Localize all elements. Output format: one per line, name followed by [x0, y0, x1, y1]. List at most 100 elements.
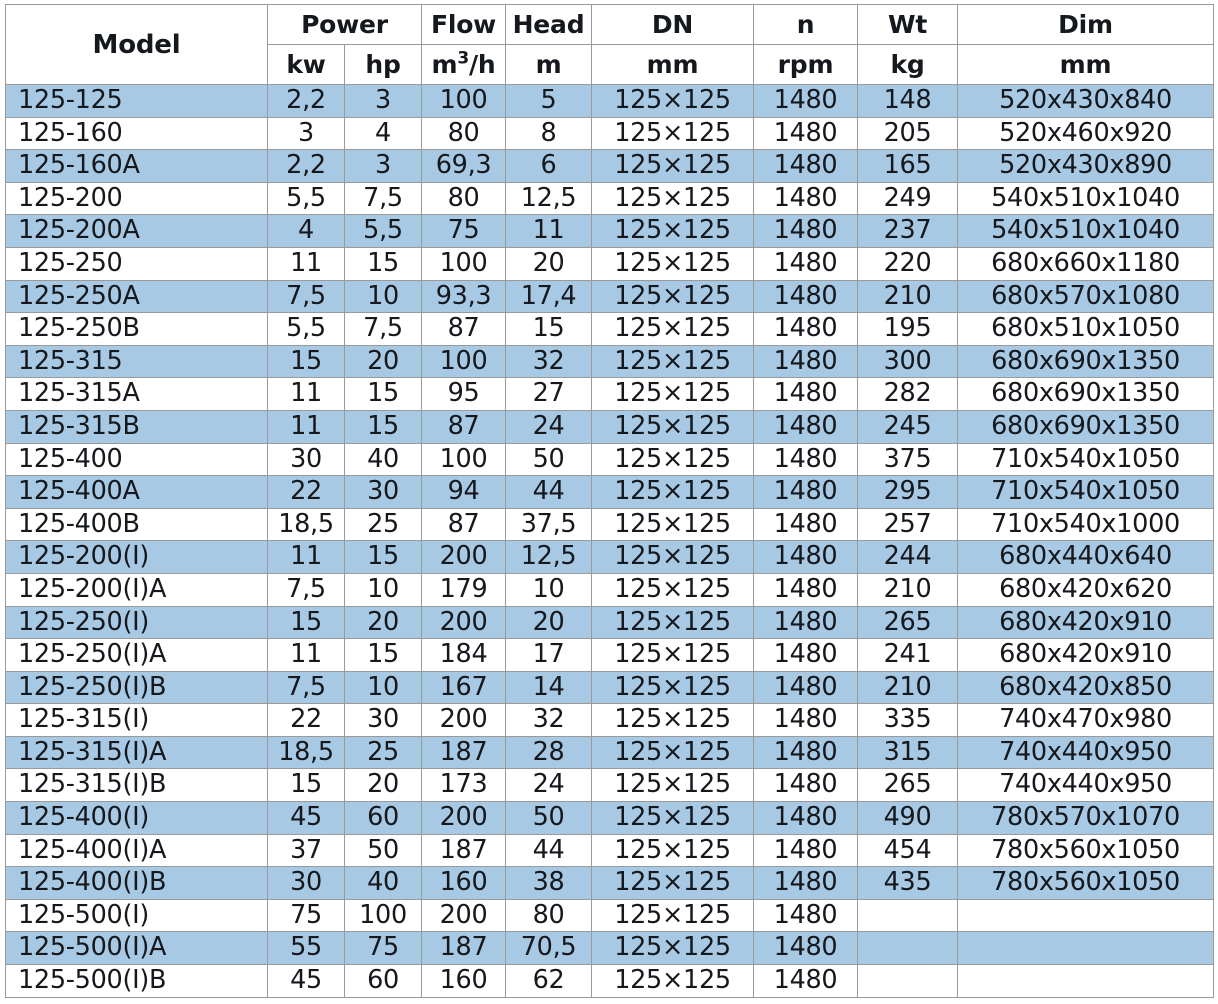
cell-flow: 179	[421, 572, 507, 607]
cell-flow: 160	[421, 866, 507, 900]
cell-dn: 125×125	[591, 833, 755, 868]
cell-head: 10	[505, 572, 593, 607]
cell-dn: 125×125	[591, 442, 755, 477]
unit-header-dim: mm	[957, 44, 1215, 85]
cell-flow: 187	[421, 931, 507, 966]
cell-head: 44	[505, 833, 593, 868]
column-header-dim: Dim	[957, 4, 1215, 45]
table-row: 125-400(I) 45 60 200 50 125×125 1480 490 780x570…	[5, 801, 1215, 835]
cell-head: 15	[505, 312, 593, 346]
cell-power-hp: 10	[343, 279, 423, 314]
cell-power-hp: 3	[343, 84, 423, 118]
cell-power-hp: 15	[343, 377, 423, 411]
cell-power-hp: 100	[343, 898, 423, 933]
cell-weight: 300	[857, 344, 959, 379]
cell-speed: 1480	[753, 801, 859, 835]
cell-model: 125-400B	[5, 507, 268, 542]
cell-speed: 1480	[753, 735, 859, 770]
cell-flow: 93,3	[421, 279, 507, 314]
cell-speed: 1480	[753, 670, 859, 705]
cell-flow: 200	[421, 898, 507, 933]
cell-power-kw: 18,5	[267, 507, 345, 542]
cell-head: 24	[505, 768, 593, 803]
cell-weight: 257	[857, 507, 959, 542]
cell-dn: 125×125	[591, 409, 755, 444]
cell-power-hp: 40	[343, 442, 423, 477]
cell-power-kw: 7,5	[267, 572, 345, 607]
cell-power-hp: 7,5	[343, 181, 423, 216]
cell-flow: 87	[421, 312, 507, 346]
table-row: 125-200 5,5 7,5 80 12,5 125×125 1480 249 540x510…	[5, 181, 1215, 216]
cell-head: 12,5	[505, 181, 593, 216]
cell-flow: 100	[421, 246, 507, 281]
cell-flow: 75	[421, 214, 507, 248]
cell-model: 125-200(I)A	[5, 572, 268, 607]
cell-dimensions: 710x540x1050	[957, 442, 1215, 477]
cell-speed: 1480	[753, 768, 859, 803]
column-header-model: Model	[5, 4, 268, 85]
cell-dimensions: 680x420x910	[957, 638, 1215, 672]
cell-head: 80	[505, 898, 593, 933]
cell-power-kw: 3	[267, 116, 345, 151]
cell-power-hp: 20	[343, 768, 423, 803]
cell-speed: 1480	[753, 898, 859, 933]
cell-dimensions: 680x510x1050	[957, 312, 1215, 346]
cell-speed: 1480	[753, 377, 859, 411]
cell-dn: 125×125	[591, 540, 755, 574]
cell-dn: 125×125	[591, 638, 755, 672]
cell-speed: 1480	[753, 409, 859, 444]
cell-power-kw: 22	[267, 703, 345, 737]
cell-weight: 165	[857, 149, 959, 183]
cell-power-kw: 2,2	[267, 84, 345, 118]
cell-power-kw: 75	[267, 898, 345, 933]
table-row: 125-125 2,2 3 100 5 125×125 1480 148 520x430x840	[5, 84, 1215, 118]
cell-flow: 87	[421, 409, 507, 444]
table-row: 125-315B 11 15 87 24 125×125 1480 245 680x690x13…	[5, 409, 1215, 444]
cell-head: 50	[505, 801, 593, 835]
cell-model: 125-500(I)A	[5, 931, 268, 966]
cell-power-hp: 60	[343, 801, 423, 835]
cell-head: 32	[505, 703, 593, 737]
cell-flow: 187	[421, 735, 507, 770]
unit-header-kw: kw	[267, 44, 345, 85]
cell-dn: 125×125	[591, 214, 755, 248]
cell-head: 5	[505, 84, 593, 118]
cell-weight: 241	[857, 638, 959, 672]
cell-power-hp: 4	[343, 116, 423, 151]
cell-dimensions	[957, 898, 1215, 933]
table-row: 125-315A 11 15 95 27 125×125 1480 282 680x690x13…	[5, 377, 1215, 411]
unit-header-wt: kg	[857, 44, 959, 85]
cell-flow: 160	[421, 964, 507, 998]
table-row: 125-250B 5,5 7,5 87 15 125×125 1480 195 680x510x…	[5, 312, 1215, 346]
cell-speed: 1480	[753, 84, 859, 118]
cell-power-kw: 15	[267, 605, 345, 640]
cell-model: 125-315(I)B	[5, 768, 268, 803]
cell-dn: 125×125	[591, 898, 755, 933]
cell-speed: 1480	[753, 181, 859, 216]
table-row: 125-160 3 4 80 8 125×125 1480 205 520x460x920	[5, 116, 1215, 151]
table-row: 125-200A 4 5,5 75 11 125×125 1480 237 540x510x10…	[5, 214, 1215, 248]
cell-dimensions: 680x690x1350	[957, 409, 1215, 444]
cell-dimensions: 540x510x1040	[957, 181, 1215, 216]
cell-speed: 1480	[753, 866, 859, 900]
cell-dn: 125×125	[591, 84, 755, 118]
cell-weight: 315	[857, 735, 959, 770]
cell-model: 125-250(I)B	[5, 670, 268, 705]
cell-head: 37,5	[505, 507, 593, 542]
cell-weight	[857, 964, 959, 998]
cell-speed: 1480	[753, 507, 859, 542]
cell-power-kw: 55	[267, 931, 345, 966]
cell-model: 125-400(I)B	[5, 866, 268, 900]
cell-power-hp: 40	[343, 866, 423, 900]
cell-dn: 125×125	[591, 931, 755, 966]
cell-model: 125-250B	[5, 312, 268, 346]
cell-power-hp: 15	[343, 246, 423, 281]
unit-header-n: rpm	[753, 44, 859, 85]
cell-dimensions: 680x440x640	[957, 540, 1215, 574]
cell-weight: 210	[857, 572, 959, 607]
cell-dimensions: 520x430x840	[957, 84, 1215, 118]
cell-dn: 125×125	[591, 279, 755, 314]
cell-weight: 210	[857, 279, 959, 314]
cell-weight: 249	[857, 181, 959, 216]
cell-flow: 87	[421, 507, 507, 542]
